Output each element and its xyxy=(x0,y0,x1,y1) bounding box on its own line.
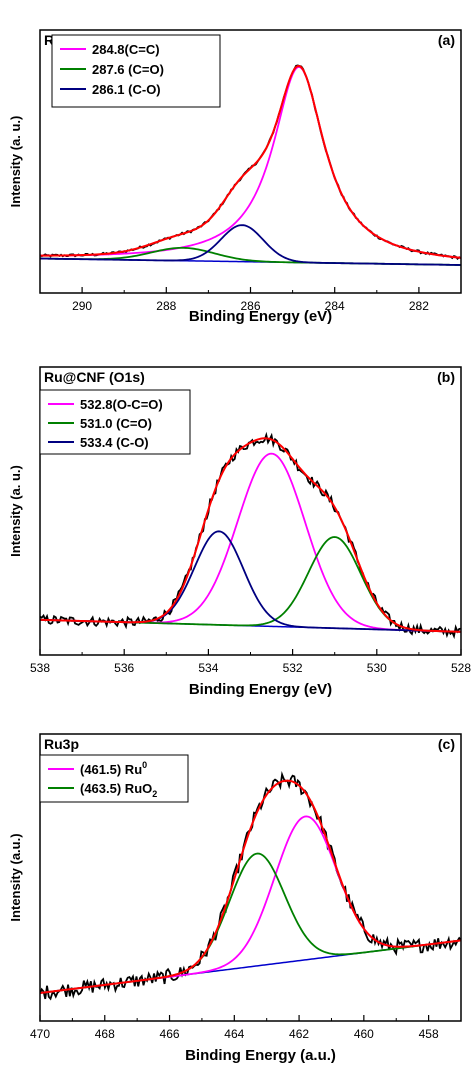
x-tick-label: 286 xyxy=(240,299,260,313)
x-tick-label: 464 xyxy=(224,1027,244,1041)
legend-entry: 531.0 (C=O) xyxy=(80,416,152,431)
legend-subscript: 2 xyxy=(152,789,157,799)
envelope-fit-line xyxy=(40,437,461,633)
x-tick-label: 460 xyxy=(354,1027,374,1041)
x-tick-label: 288 xyxy=(156,299,176,313)
legend-entry: (463.5) RuO2 xyxy=(80,781,157,799)
fit-peak-line-1 xyxy=(40,452,461,633)
envelope-fit-line xyxy=(40,779,461,994)
x-tick-label: 528 xyxy=(451,661,471,675)
panel-label: (c) xyxy=(438,736,455,752)
x-tick-label: 538 xyxy=(30,661,50,675)
panel-label: (b) xyxy=(437,369,455,385)
plot-frame xyxy=(39,733,462,1022)
panel-3: 470 468 466 464 462 460 458 Binding Energy (a.u… xyxy=(8,733,462,1064)
legend-entry: 532.8(O-C=O) xyxy=(80,397,163,412)
x-tick-label: 536 xyxy=(114,661,134,675)
legend-entry: 287.6 (C=O) xyxy=(92,62,164,77)
legend-entry: 286.1 (C-O) xyxy=(92,82,161,97)
x-axis-title: Binding Energy (eV) xyxy=(189,681,332,698)
x-tick-label: 284 xyxy=(325,299,345,313)
fit-peak-line-2 xyxy=(40,852,461,994)
y-axis-title: Intensity (a. u.) xyxy=(8,116,23,208)
legend-entry: (461.5) Ru0 xyxy=(80,760,147,777)
y-axis-title: Intensity (a.u.) xyxy=(8,833,23,921)
panel-title: Ru@CNF (O1s) xyxy=(44,369,145,385)
x-tick-label: 530 xyxy=(367,661,387,675)
x-axis-title: Binding Energy (a.u.) xyxy=(185,1047,336,1064)
legend-box xyxy=(51,34,221,108)
panel-1: 290 288 286 284 282 Binding Energy (eV) Intens… xyxy=(8,29,462,325)
y-axis-title: Intensity (a. u.) xyxy=(8,465,23,557)
x-tick-label: 470 xyxy=(30,1027,50,1041)
legend-box xyxy=(39,754,189,803)
x-tick-label: 282 xyxy=(409,299,429,313)
raw-spectrum-line xyxy=(40,431,461,640)
x-axis-title: Binding Energy (eV) xyxy=(189,308,332,325)
panel-title: Ru3p xyxy=(44,736,79,752)
raw-spectrum-line xyxy=(40,771,461,1001)
legend-entry: 284.8(C=C) xyxy=(92,42,160,57)
x-tick-label: 468 xyxy=(95,1027,115,1041)
envelope-fit-line xyxy=(40,64,461,259)
x-tick-label: 466 xyxy=(160,1027,180,1041)
fit-peak-line-3 xyxy=(40,224,461,266)
panel-label: (a) xyxy=(438,32,455,48)
x-tick-label: 462 xyxy=(289,1027,309,1041)
legend-entry: 533.4 (C-O) xyxy=(80,435,149,450)
x-tick-label: 532 xyxy=(283,661,303,675)
panel-2: 538 536 534 532 530 528 Binding Energy (eV) Int… xyxy=(8,366,471,698)
x-tick-label: 534 xyxy=(198,661,218,675)
x-tick-label: 458 xyxy=(419,1027,439,1041)
fit-peak-line-3 xyxy=(40,530,461,633)
x-tick-label: 290 xyxy=(72,299,92,313)
legend-superscript: 0 xyxy=(142,760,147,770)
